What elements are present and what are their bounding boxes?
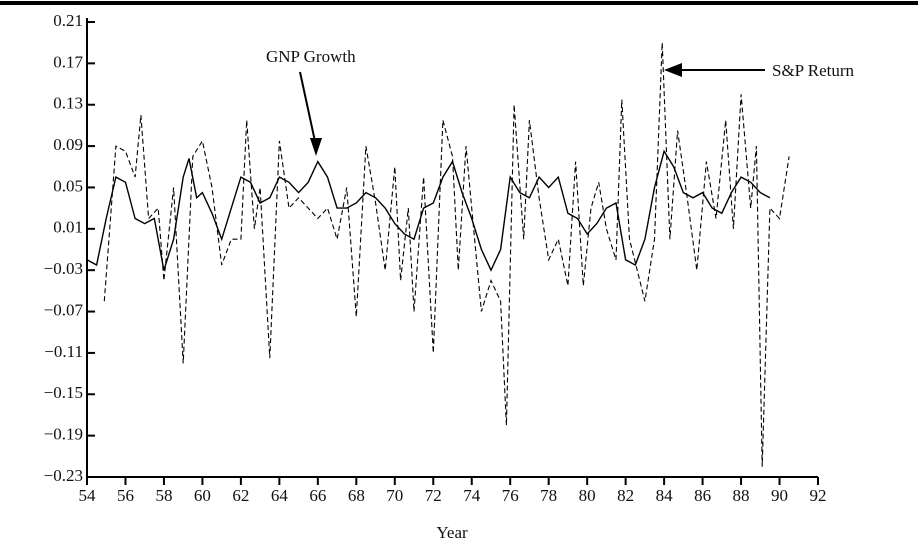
x-tick-label: 78 [540,486,557,505]
annotation-arrowhead [310,138,322,156]
x-tick-label: 70 [386,486,403,505]
y-tick-label: 0.13 [53,94,83,113]
x-tick-label: 74 [463,486,481,505]
y-tick-label: −0.03 [44,259,83,278]
series-line [103,42,790,467]
annotation: GNP Growth [266,47,356,66]
y-tick-label: −0.15 [44,383,83,402]
y-tick-label: 0.01 [53,218,83,237]
x-tick-label: 86 [694,486,711,505]
x-tick-label: 90 [771,486,788,505]
x-tick-label: 72 [425,486,442,505]
x-tick-label: 60 [194,486,211,505]
x-axis-label: Year [436,523,468,542]
x-tick-label: 88 [733,486,750,505]
annotation-arrowhead [664,63,682,77]
x-tick-label: 68 [348,486,365,505]
x-tick-label: 92 [810,486,827,505]
x-tick-label: 54 [79,486,97,505]
x-tick-label: 58 [155,486,172,505]
y-tick-label: 0.05 [53,176,83,195]
series-line [86,149,771,272]
y-tick-label: 0.17 [53,52,83,71]
annotation-arrow [299,71,317,147]
x-tick-label: 62 [232,486,249,505]
annotation: S&P Return [772,61,855,80]
x-tick-label: 56 [117,486,134,505]
y-tick-label: −0.19 [44,425,83,444]
x-tick-label: 76 [502,486,519,505]
x-tick-label: 64 [271,486,289,505]
x-tick-label: 66 [309,486,326,505]
y-tick-label: 0.09 [53,135,83,154]
y-tick-label: −0.23 [44,466,83,485]
y-tick-label: −0.07 [44,300,84,319]
x-tick-label: 80 [579,486,596,505]
y-tick-label: 0.21 [53,11,83,30]
y-tick-label: −0.11 [44,342,83,361]
x-tick-label: 82 [617,486,634,505]
x-tick-label: 84 [656,486,674,505]
